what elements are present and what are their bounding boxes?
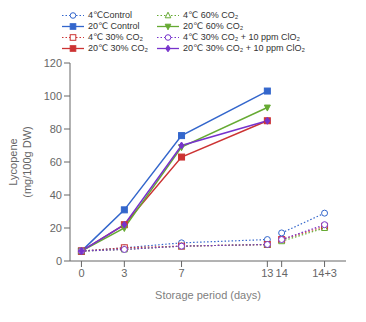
svg-text:14+3: 14+3 [312,267,337,279]
svg-text:7: 7 [178,267,184,279]
svg-text:0: 0 [56,255,62,267]
svg-text:Lycopene(mg/100g DW): Lycopene(mg/100g DW) [8,126,33,198]
svg-text:3: 3 [121,267,127,279]
svg-text:120: 120 [44,57,62,69]
html-text:4℃ 30% CO₂: 4℃ 30% CO₂ [88,32,144,42]
svg-text:60: 60 [50,156,62,168]
html-text:20℃ 60% CO₂: 20℃ 60% CO₂ [183,21,244,31]
html-text:20℃ 30% CO₂: 20℃ 30% CO₂ [88,43,149,53]
html-text:20℃ Control: 20℃ Control [88,21,140,31]
html-text:4℃ 60% CO₂: 4℃ 60% CO₂ [183,10,239,20]
svg-text:100: 100 [44,90,62,102]
html-text:4℃Control: 4℃Control [88,10,133,20]
svg-text:13: 13 [261,267,273,279]
html-text:20℃ 30% CO₂ + 10 ppm ClO₂: 20℃ 30% CO₂ + 10 ppm ClO₂ [183,43,305,53]
svg-text:40: 40 [50,189,62,201]
html-text:4℃ 30% CO₂ + 10 ppm ClO₂: 4℃ 30% CO₂ + 10 ppm ClO₂ [183,32,300,42]
svg-text:80: 80 [50,123,62,135]
svg-text:0: 0 [78,267,84,279]
svg-text:20: 20 [50,222,62,234]
svg-text:14: 14 [276,267,288,279]
svg-text:Storage period (days): Storage period (days) [155,289,261,301]
